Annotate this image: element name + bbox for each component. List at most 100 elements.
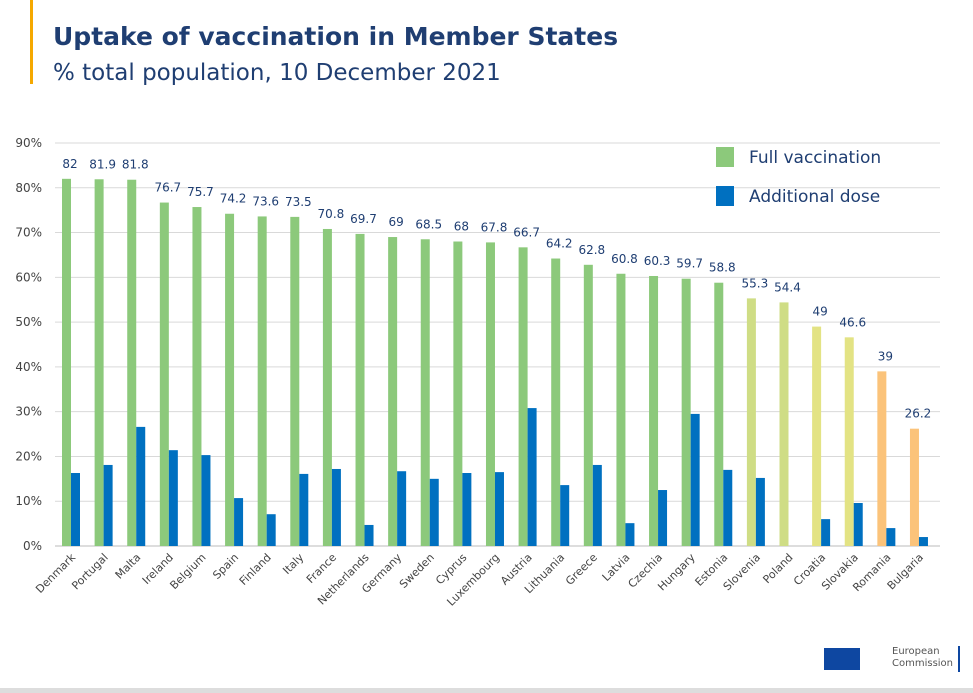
bar-additional-dose: [755, 477, 765, 546]
data-label: 69.7: [350, 212, 377, 226]
bar-full-vaccination: [355, 233, 365, 546]
data-label: 55.3: [742, 276, 769, 290]
logo-text-line1: European: [892, 646, 940, 657]
data-label: 60.8: [611, 252, 638, 266]
bar-full-vaccination: [62, 178, 71, 547]
bar-additional-dose: [821, 519, 831, 546]
data-label: 73.5: [285, 195, 312, 209]
bar-additional-dose: [71, 473, 80, 546]
data-label: 82: [62, 157, 77, 171]
data-label: 68.5: [415, 217, 442, 231]
bar-full-vaccination: [257, 216, 267, 547]
x-tick-label: Poland: [760, 551, 795, 586]
data-label: 60.3: [644, 254, 671, 268]
data-label: 39: [878, 349, 893, 363]
x-tick-label: Denmark: [33, 550, 78, 595]
bottom-border: [0, 688, 973, 693]
logo-text-line2: Commission: [892, 658, 954, 669]
data-label: 76.7: [154, 181, 181, 195]
bar-additional-dose: [331, 468, 341, 546]
bar-additional-dose: [918, 537, 928, 546]
bar-full-vaccination: [779, 302, 789, 546]
chart-subtitle: % total population, 10 December 2021: [53, 60, 501, 86]
bar-additional-dose: [136, 426, 146, 546]
data-label: 62.8: [578, 243, 605, 257]
data-label: 73.6: [252, 194, 279, 208]
bar-full-vaccination: [649, 275, 659, 546]
data-label: 74.2: [220, 192, 247, 206]
bar-additional-dose: [234, 498, 244, 546]
legend-label: Full vaccination: [749, 148, 881, 168]
bar-additional-dose: [625, 523, 635, 546]
data-label: 49: [812, 305, 827, 319]
data-label: 59.7: [676, 257, 703, 271]
bar-full-vaccination: [746, 298, 756, 546]
bar-full-vaccination: [518, 247, 528, 547]
bar-full-vaccination: [192, 207, 202, 546]
title-accent-bar: [30, 0, 33, 84]
bar-full-vaccination: [551, 258, 561, 546]
bar-full-vaccination: [616, 273, 626, 546]
bar-full-vaccination: [844, 337, 854, 546]
x-tick-label: Belgium: [167, 551, 208, 592]
x-tick-label: Sweden: [397, 551, 437, 591]
bar-additional-dose: [592, 464, 602, 546]
bar-full-vaccination: [225, 213, 235, 546]
y-tick-label: 70%: [15, 226, 42, 240]
x-tick-label: Spain: [210, 551, 241, 582]
bar-full-vaccination: [127, 179, 137, 546]
bar-full-vaccination: [388, 237, 398, 547]
y-tick-label: 90%: [15, 136, 42, 150]
data-label: 70.8: [318, 207, 345, 221]
data-label: 69: [388, 215, 403, 229]
y-tick-label: 0%: [23, 539, 42, 553]
bar-additional-dose: [266, 514, 276, 546]
bar-full-vaccination: [420, 239, 430, 546]
y-tick-label: 30%: [15, 405, 42, 419]
bar-full-vaccination: [714, 282, 724, 546]
bar-additional-dose: [494, 472, 504, 546]
bar-full-vaccination: [290, 216, 300, 546]
data-label: 75.7: [187, 185, 214, 199]
bar-full-vaccination: [812, 326, 822, 546]
x-tick-label: Malta: [113, 551, 144, 582]
bar-additional-dose: [853, 503, 863, 546]
x-tick-label: Greece: [563, 551, 600, 588]
bar-full-vaccination: [453, 241, 463, 546]
y-tick-label: 50%: [15, 315, 42, 329]
data-label: 68: [454, 220, 469, 234]
bar-additional-dose: [201, 455, 211, 546]
bar-full-vaccination: [909, 428, 919, 546]
bar-additional-dose: [723, 469, 733, 546]
bar-additional-dose: [299, 473, 309, 546]
data-label: 81.8: [122, 158, 149, 172]
y-tick-label: 40%: [15, 360, 42, 374]
bar-additional-dose: [168, 450, 178, 546]
y-tick-label: 10%: [15, 494, 42, 508]
legend-swatch: [716, 186, 734, 206]
data-label: 54.4: [774, 280, 801, 294]
data-label: 64.2: [546, 237, 573, 251]
bar-additional-dose: [397, 471, 407, 546]
bar-full-vaccination: [322, 228, 332, 546]
bar-additional-dose: [658, 490, 668, 546]
bar-full-vaccination: [681, 278, 691, 546]
x-tick-label: Portugal: [69, 551, 110, 592]
bar-additional-dose: [103, 464, 113, 546]
y-tick-label: 60%: [15, 270, 42, 284]
bar-full-vaccination: [583, 264, 593, 546]
logo-divider: [958, 646, 960, 672]
bar-additional-dose: [690, 413, 700, 546]
chart-title: Uptake of vaccination in Member States: [53, 22, 619, 51]
bar-full-vaccination: [485, 242, 495, 546]
eu-flag-icon: [824, 648, 860, 670]
bar-additional-dose: [364, 524, 374, 546]
bar-full-vaccination: [94, 179, 104, 546]
data-label: 66.7: [513, 225, 540, 239]
bar-additional-dose: [527, 408, 537, 546]
data-label: 67.8: [481, 220, 508, 234]
data-label: 81.9: [89, 157, 116, 171]
data-label: 46.6: [839, 315, 866, 329]
legend-label: Additional dose: [749, 187, 880, 207]
